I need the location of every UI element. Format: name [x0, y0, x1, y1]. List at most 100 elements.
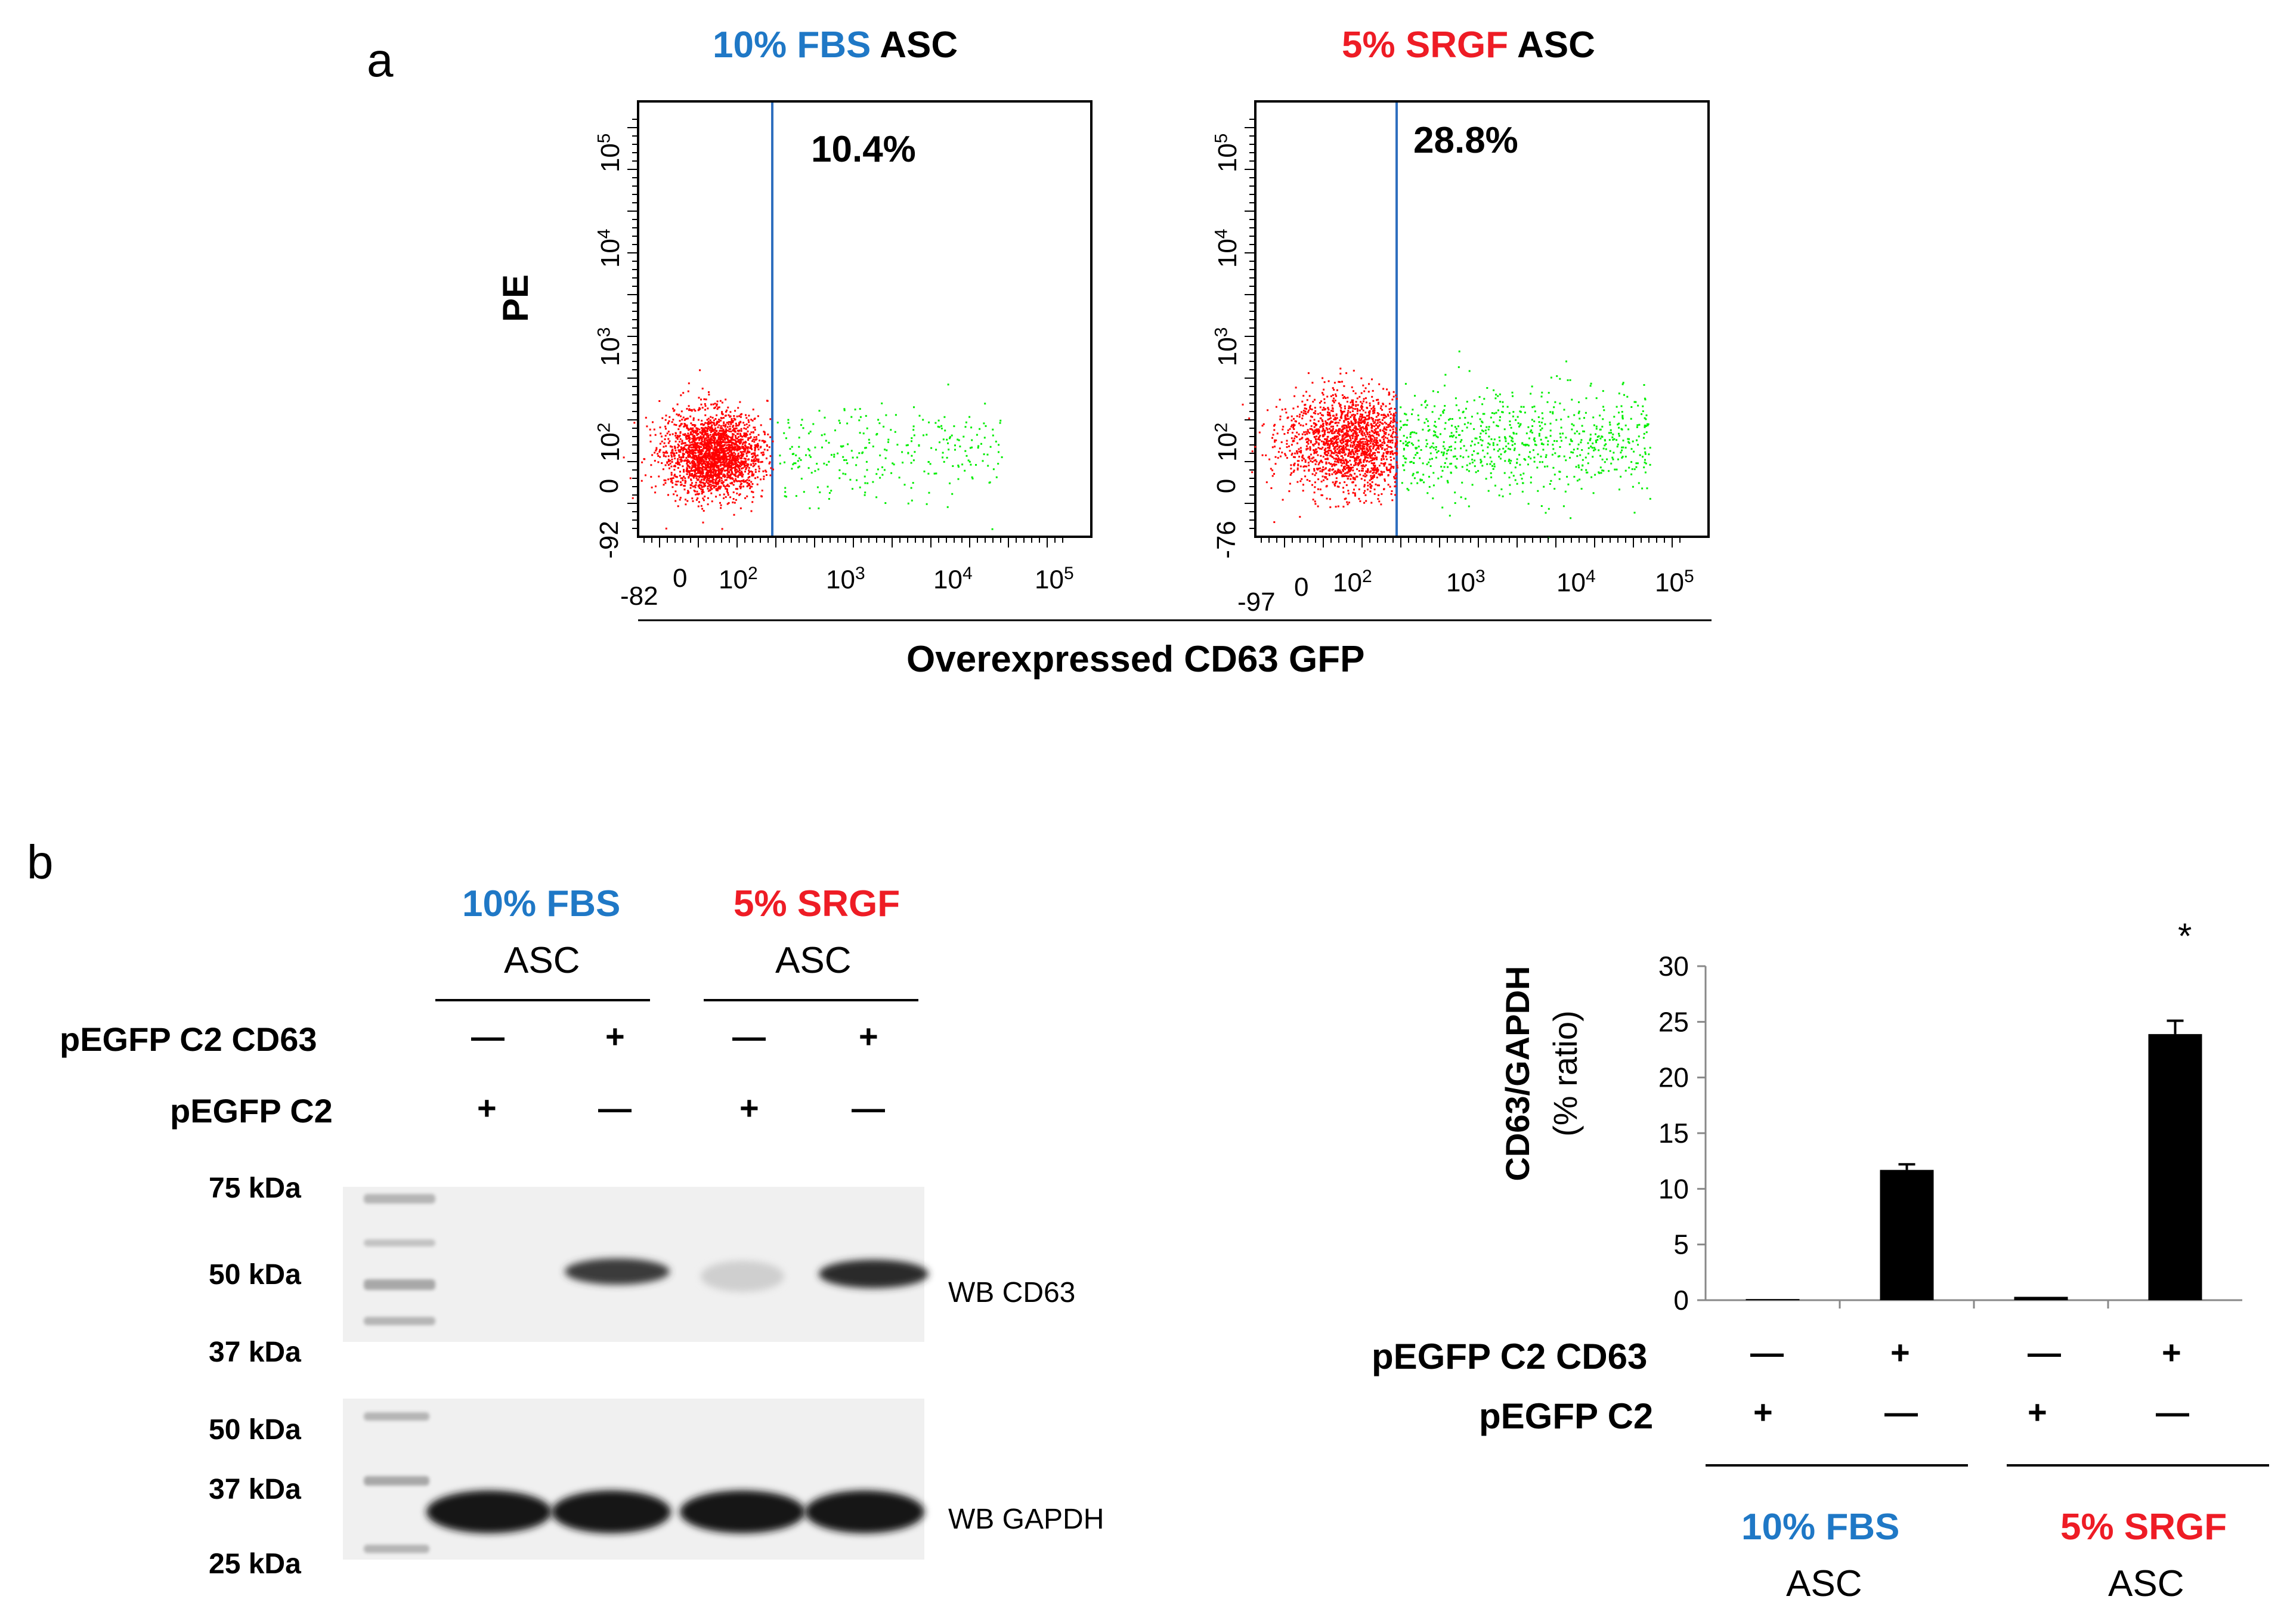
plot2-xtick-3: 102	[1333, 567, 1372, 598]
plot2-xtick-4: 103	[1446, 567, 1486, 598]
dots2-negative-population	[1242, 367, 1398, 523]
bar-chart: 0 5 10 15 20 25 30	[1658, 951, 2242, 1316]
bar-group2-rule	[2007, 1464, 2269, 1467]
gapdh-band-lane2	[552, 1490, 671, 1533]
blot-row2-sign-1: +	[477, 1089, 497, 1127]
blot-row1-sign-2: +	[605, 1017, 625, 1055]
bar-ylabel-line1: CD63/GAPDH	[1499, 966, 1536, 1181]
plot2-header-colored: 5% SRGF	[1342, 24, 1509, 66]
bar-group1-line1: 10% FBS	[1741, 1507, 1900, 1548]
blot-row2-sign-2: —	[598, 1089, 632, 1127]
blot-row1-label: pEGFP C2 CD63	[60, 1020, 317, 1058]
blot-row1-sign-3: —	[732, 1017, 766, 1055]
bar-group1-rule	[1706, 1464, 1968, 1467]
gapdh-band-lane1	[426, 1490, 552, 1533]
plot1-xtick-5: 104	[933, 564, 973, 595]
bar-2-error-bar	[1898, 1163, 1915, 1170]
bar-row1-label: pEGFP C2 CD63	[1372, 1337, 1648, 1376]
plot1-header-rest: ASC	[880, 24, 958, 66]
bar-1	[1746, 1299, 1800, 1301]
marker-25-bottom: 25 kDa	[209, 1548, 301, 1580]
bar-4	[2148, 1034, 2202, 1300]
plot1-ytick-6: -92	[594, 521, 624, 559]
plot1-xtick-3: 102	[719, 564, 758, 595]
bar-group2-line2: ASC	[2108, 1563, 2184, 1604]
plot2-yaxis-ticks	[1245, 119, 1255, 529]
bar-row2-sign-1: +	[1753, 1393, 1773, 1431]
bar-row1-sign-1: —	[1750, 1334, 1784, 1371]
plot2-xtick-1: -97	[1237, 587, 1276, 617]
panel-a-xlabel: Overexpressed CD63 GFP	[906, 639, 1365, 680]
blot-bottom-label: WB GAPDH	[948, 1504, 1104, 1535]
bar-ytick-label: 5	[1673, 1229, 1689, 1260]
plot2-ytick-1: 105	[1211, 133, 1243, 173]
cd63-ladder-band-37	[364, 1317, 435, 1325]
plot1-xaxis-ticks	[643, 537, 1063, 547]
bar-row2-sign-3: +	[2028, 1393, 2047, 1431]
bar-3	[2014, 1297, 2068, 1300]
flow-ticks	[627, 119, 1681, 547]
plot2-ytick-5: 0	[1212, 478, 1242, 494]
bar-ytick-label: 20	[1658, 1062, 1689, 1093]
bar-ytick-label: 15	[1658, 1118, 1689, 1149]
bar-group1-line2: ASC	[1786, 1563, 1862, 1604]
marker-75-top: 75 kDa	[209, 1173, 301, 1204]
panel-a-letter: a	[367, 33, 394, 86]
bar-2	[1880, 1170, 1934, 1300]
dots1-positive-population	[776, 383, 1003, 530]
bar-ytick-label: 25	[1658, 1006, 1689, 1037]
blot-top-label: WB CD63	[948, 1277, 1076, 1309]
blot-row2-sign-3: +	[739, 1089, 759, 1127]
bar-group2-line1: 5% SRGF	[2060, 1507, 2227, 1548]
plot2-xtick-5: 104	[1556, 567, 1596, 598]
dots2-positive-population	[1399, 350, 1651, 539]
plot1-percent: 10.4%	[811, 129, 916, 170]
plot2-xtick-6: 105	[1655, 567, 1694, 598]
bar-row2-sign-2: —	[1884, 1393, 1918, 1431]
gapdh-band-lane4	[805, 1490, 924, 1533]
gapdh-band-lane3	[680, 1490, 805, 1533]
plot1-ytick-4: 102	[594, 422, 626, 462]
blot-group1-line2: ASC	[504, 940, 580, 981]
cd63-ladder-band-50	[364, 1279, 435, 1290]
gapdh-ladder-band-25	[364, 1545, 429, 1553]
bar-significance: *	[2178, 916, 2192, 956]
bar-ytick-label: 30	[1658, 951, 1689, 982]
marker-50-bottom: 50 kDa	[209, 1414, 301, 1446]
blot-row1-sign-1: —	[471, 1017, 505, 1055]
plot1-xtick-6: 105	[1035, 564, 1074, 595]
cd63-band-lane3	[701, 1261, 784, 1292]
plot2-header-rest: ASC	[1517, 24, 1595, 66]
plot2-ytick-2: 104	[1211, 228, 1243, 268]
plot2-xtick-2: 0	[1294, 573, 1309, 602]
cd63-band-lane4	[819, 1260, 929, 1288]
plot1-xtick-1: -82	[620, 581, 658, 611]
blot-group1-rule	[435, 999, 650, 1001]
plot1-ytick-3: 103	[594, 327, 626, 367]
plot1-header: 10% FBS ASC	[713, 24, 958, 66]
bar-ytick-label: 10	[1658, 1173, 1689, 1204]
cd63-ladder-band-75	[364, 1194, 435, 1204]
blot-row1-sign-4: +	[859, 1017, 878, 1055]
plot1-ytick-2: 104	[594, 228, 626, 268]
dots1-negative-population	[623, 369, 774, 530]
plot2-frame	[1254, 100, 1710, 538]
gapdh-ladder-band-37	[364, 1476, 429, 1486]
plot1-ytick-1: 105	[594, 133, 626, 173]
marker-37-bottom: 37 kDa	[209, 1474, 301, 1505]
blot-group1-line1: 10% FBS	[462, 883, 621, 924]
plot2-ytick-4: 102	[1211, 422, 1243, 462]
blot-group2-line2: ASC	[775, 940, 852, 981]
plot2-ytick-6: -76	[1211, 521, 1241, 559]
plot2-percent: 28.8%	[1413, 120, 1518, 161]
blot-row2-sign-4: —	[852, 1089, 885, 1127]
plot1-xtick-4: 103	[826, 564, 865, 595]
blot-group2-rule	[704, 999, 918, 1001]
blot-row2-label: pEGFP C2	[170, 1092, 333, 1130]
plot2-header: 5% SRGF ASC	[1342, 24, 1595, 66]
bar-marks	[1746, 1019, 2202, 1301]
gapdh-ladder-band-50	[364, 1412, 429, 1421]
bar-ytick-label: 0	[1673, 1285, 1689, 1316]
plot1-events	[623, 369, 1003, 530]
marker-50-top: 50 kDa	[209, 1259, 301, 1291]
